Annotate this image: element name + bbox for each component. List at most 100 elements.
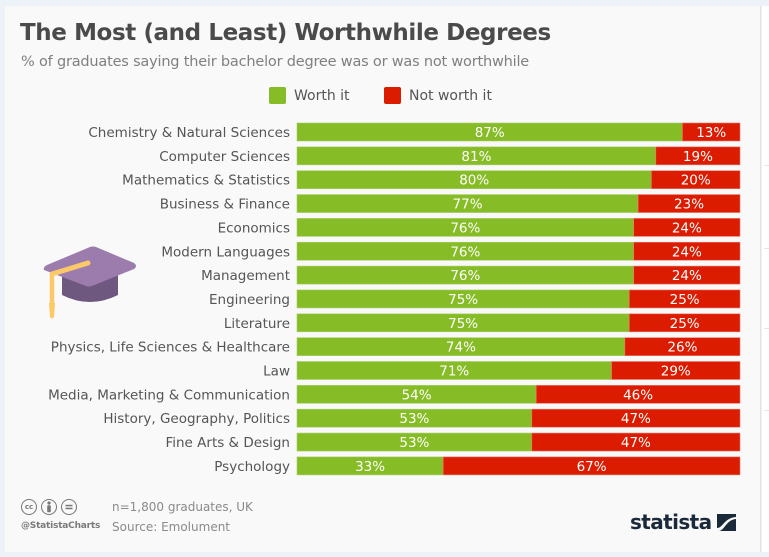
value-label-not-worth-it: 20% bbox=[681, 173, 711, 189]
bar-not-worth-it[interactable] bbox=[651, 170, 741, 189]
value-label-worth-it: 77% bbox=[453, 197, 483, 213]
bar-row-fine-arts-design: Fine Arts & Design 53% 47% bbox=[165, 432, 741, 452]
value-label-worth-it: 76% bbox=[450, 244, 480, 260]
value-label-not-worth-it: 23% bbox=[674, 197, 704, 213]
bar-row-chemistry-natural-sciences: Chemistry & Natural Sciences 87% 13% bbox=[88, 122, 741, 142]
bar-not-worth-it[interactable] bbox=[531, 432, 741, 452]
bar-not-worth-it[interactable] bbox=[442, 456, 741, 476]
category-label: Chemistry & Natural Sciences bbox=[88, 125, 290, 141]
bar-not-worth-it[interactable] bbox=[655, 146, 741, 166]
divider bbox=[764, 165, 769, 166]
category-label: Mathematics & Statistics bbox=[122, 173, 290, 189]
legend-item-not-worth-it: Not worth it bbox=[384, 87, 492, 104]
category-label: Business & Finance bbox=[160, 197, 290, 213]
chart-subtitle: % of graduates saying their bachelor deg… bbox=[21, 54, 529, 70]
value-label-not-worth-it: 67% bbox=[577, 459, 607, 475]
legend-label-worth-it: Worth it bbox=[294, 87, 350, 104]
divider bbox=[764, 410, 769, 411]
value-label-worth-it: 33% bbox=[355, 459, 385, 475]
bar-not-worth-it[interactable] bbox=[624, 337, 741, 356]
value-label-not-worth-it: 13% bbox=[696, 125, 726, 141]
side-strip bbox=[762, 6, 769, 552]
sample-note: n=1,800 graduates, UK bbox=[112, 500, 253, 514]
legend-label-not-worth-it: Not worth it bbox=[409, 87, 492, 104]
category-label: Economics bbox=[218, 220, 290, 236]
bar-not-worth-it[interactable] bbox=[633, 241, 741, 261]
value-label-worth-it: 53% bbox=[399, 411, 429, 427]
bar-row-modern-languages: Modern Languages 76% 24% bbox=[161, 241, 741, 261]
statista-logo[interactable]: statista bbox=[630, 510, 736, 534]
graduation-cap-icon bbox=[43, 246, 136, 319]
divider bbox=[764, 248, 769, 249]
bar-row-mathematics-statistics: Mathematics & Statistics 80% 20% bbox=[122, 170, 741, 189]
value-label-not-worth-it: 24% bbox=[672, 244, 702, 260]
bar-row-management: Management 76% 24% bbox=[201, 265, 741, 285]
value-label-worth-it: 76% bbox=[450, 268, 480, 284]
category-label: Computer Sciences bbox=[159, 149, 290, 165]
source-link[interactable]: Source: Emolument bbox=[112, 520, 231, 534]
bar-row-media-marketing-communication: Media, Marketing & Communication 54% 46% bbox=[48, 385, 741, 404]
value-label-not-worth-it: 26% bbox=[667, 340, 697, 356]
value-label-not-worth-it: 24% bbox=[672, 220, 702, 236]
statista-logo-mark-icon bbox=[716, 513, 736, 531]
bar-not-worth-it[interactable] bbox=[535, 385, 741, 404]
bar-row-literature: Literature 75% 25% bbox=[224, 313, 741, 333]
legend-swatch-worth-it bbox=[269, 87, 286, 104]
attribution-icon bbox=[41, 499, 57, 515]
chart-title: The Most (and Least) Worthwhile Degrees bbox=[20, 20, 551, 46]
category-label: Literature bbox=[224, 316, 290, 332]
value-label-not-worth-it: 47% bbox=[621, 435, 651, 451]
bar-row-psychology: Psychology 33% 67% bbox=[214, 456, 741, 476]
legend-swatch-not-worth-it bbox=[384, 87, 401, 104]
value-label-not-worth-it: 47% bbox=[621, 411, 651, 427]
cc-icon: cc bbox=[21, 499, 37, 515]
category-label: Physics, Life Sciences & Healthcare bbox=[51, 340, 290, 356]
value-label-worth-it: 81% bbox=[461, 149, 491, 165]
value-label-worth-it: 71% bbox=[439, 364, 469, 380]
bar-not-worth-it[interactable] bbox=[682, 122, 741, 142]
bar-row-engineering: Engineering 75% 25% bbox=[209, 289, 741, 309]
statista-wordmark: statista bbox=[630, 510, 712, 534]
category-label: Psychology bbox=[214, 459, 290, 475]
bar-row-physics-life-sciences-healthcare: Physics, Life Sciences & Healthcare 74% 26… bbox=[51, 337, 741, 356]
twitter-handle: @StatistaCharts bbox=[21, 521, 101, 531]
category-label: Media, Marketing & Communication bbox=[48, 387, 290, 403]
bar-not-worth-it[interactable] bbox=[628, 289, 741, 309]
bar-not-worth-it[interactable] bbox=[628, 313, 741, 333]
bar-row-history-geography-politics: History, Geography, Politics 53% 47% bbox=[103, 408, 741, 428]
bar-row-business-finance: Business & Finance 77% 23% bbox=[160, 194, 741, 213]
no-derivatives-icon bbox=[61, 499, 77, 515]
category-label: Modern Languages bbox=[161, 244, 290, 260]
bar-row-economics: Economics 76% 24% bbox=[218, 218, 741, 237]
value-label-not-worth-it: 25% bbox=[670, 292, 700, 308]
value-label-worth-it: 76% bbox=[450, 220, 480, 236]
value-label-worth-it: 74% bbox=[446, 340, 476, 356]
legend-item-worth-it: Worth it bbox=[269, 87, 350, 104]
bar-not-worth-it[interactable] bbox=[637, 194, 741, 213]
divider bbox=[764, 328, 769, 329]
bar-not-worth-it[interactable] bbox=[633, 265, 741, 285]
bar-not-worth-it[interactable] bbox=[633, 218, 741, 237]
value-label-worth-it: 75% bbox=[448, 316, 478, 332]
category-label: Engineering bbox=[209, 292, 290, 308]
license-icons: cc bbox=[21, 499, 77, 515]
value-label-worth-it: 54% bbox=[402, 387, 432, 403]
value-label-not-worth-it: 24% bbox=[672, 268, 702, 284]
value-label-worth-it: 53% bbox=[399, 435, 429, 451]
bar-row-law: Law 71% 29% bbox=[263, 361, 741, 380]
value-label-not-worth-it: 19% bbox=[683, 149, 713, 165]
value-label-worth-it: 75% bbox=[448, 292, 478, 308]
bar-row-computer-sciences: Computer Sciences 81% 19% bbox=[159, 146, 741, 166]
category-label: History, Geography, Politics bbox=[103, 411, 290, 427]
value-label-worth-it: 87% bbox=[475, 125, 505, 141]
bar-not-worth-it[interactable] bbox=[611, 361, 741, 380]
category-label: Fine Arts & Design bbox=[165, 435, 290, 451]
value-label-worth-it: 80% bbox=[459, 173, 489, 189]
value-label-not-worth-it: 25% bbox=[670, 316, 700, 332]
bar-not-worth-it[interactable] bbox=[531, 408, 741, 428]
value-label-not-worth-it: 46% bbox=[623, 387, 653, 403]
value-label-not-worth-it: 29% bbox=[661, 364, 691, 380]
category-label: Law bbox=[263, 364, 290, 380]
category-label: Management bbox=[201, 268, 290, 284]
